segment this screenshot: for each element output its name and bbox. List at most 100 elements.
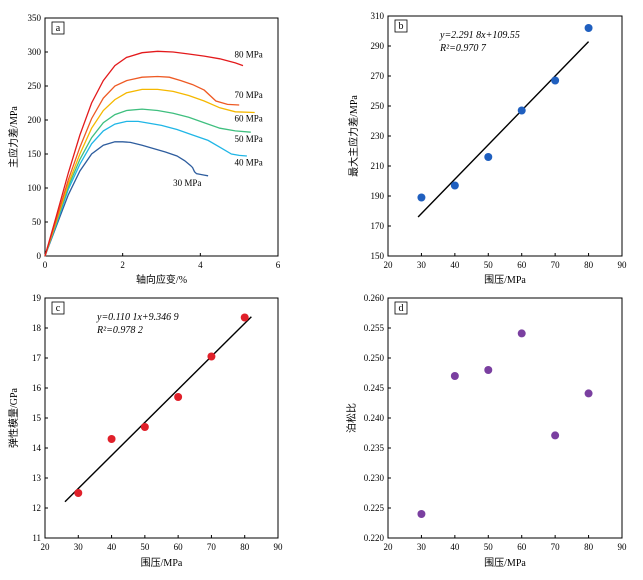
fit-line xyxy=(64,316,252,503)
y-tick-label: 250 xyxy=(28,81,42,91)
y-tick-label: 150 xyxy=(28,149,42,159)
data-point xyxy=(417,193,426,202)
data-point xyxy=(450,372,459,380)
data-point xyxy=(584,389,593,398)
series-label: 40 MPa xyxy=(235,158,263,168)
panel-tag-box xyxy=(51,301,65,315)
y-tick-label: 0 xyxy=(37,251,42,261)
plot-frame xyxy=(44,297,279,539)
y-tick-label: 230 xyxy=(371,131,385,141)
y-axis-title: 弹性模量/GPa xyxy=(7,387,20,448)
series-label: 70 MPa xyxy=(235,90,263,100)
panel-tag-box xyxy=(51,21,65,35)
y-tick-label: 0.260 xyxy=(364,293,385,303)
x-tick-label: 30 xyxy=(417,260,427,270)
y-tick-label: 11 xyxy=(32,533,41,543)
x-tick-label: 50 xyxy=(140,542,150,552)
series-label: 50 MPa xyxy=(235,134,263,144)
data-point xyxy=(450,181,459,190)
x-tick-label: 70 xyxy=(207,542,217,552)
y-tick-label: 190 xyxy=(371,191,385,201)
panel-b-max-deviatoric-stress: 20 30 40 50 60 70 80 90 150 170 190 210 230 250 270 290… xyxy=(347,11,627,286)
x-tick-label: 70 xyxy=(551,542,561,552)
y-tick-label: 270 xyxy=(371,71,385,81)
y-tick-label: 250 xyxy=(371,101,385,111)
data-point xyxy=(584,24,593,32)
x-tick-label: 0 xyxy=(43,260,48,270)
series-line xyxy=(44,50,244,257)
y-tick-label: 13 xyxy=(32,473,42,483)
y-axis-title: 泊松比 xyxy=(345,403,358,433)
panel-a-stress-strain: 0 2 4 6 0 50 100 150 200 250 300 350 轴向应变/% 主应力差/MPa a… xyxy=(7,13,281,286)
x-tick-label: 90 xyxy=(618,260,628,270)
x-tick-label: 40 xyxy=(450,542,460,552)
y-tick-label: 300 xyxy=(28,47,42,57)
x-axis-title: 围压/MPa xyxy=(484,274,526,286)
y-tick-label: 0.240 xyxy=(364,413,385,423)
x-tick-label: 30 xyxy=(74,542,84,552)
panel-c-elastic-modulus: 20 30 40 50 60 70 80 90 11 12 13 14 15 16 17 18 19 围压/MPa… xyxy=(7,293,283,569)
y-tick-label: 19 xyxy=(32,293,42,303)
y-tick-label: 0.255 xyxy=(364,323,385,333)
plot-frame xyxy=(387,15,623,257)
series-line xyxy=(44,108,251,257)
x-tick-label: 60 xyxy=(174,542,184,552)
data-point xyxy=(484,153,493,161)
y-tick-label: 12 xyxy=(32,503,41,513)
x-axis-title: 轴向应变/% xyxy=(136,273,187,286)
y-tick-label: 210 xyxy=(371,161,385,171)
x-tick-label: 50 xyxy=(484,542,494,552)
y-tick-label: 17 xyxy=(32,353,42,363)
y-tick-label: 310 xyxy=(371,11,385,21)
x-tick-label: 60 xyxy=(517,260,527,270)
panel-tag-box xyxy=(394,19,408,33)
data-point xyxy=(551,431,560,440)
series-line xyxy=(44,120,247,257)
fit-r-squared: R²=0.978 2 xyxy=(96,325,143,336)
series-line xyxy=(44,141,209,257)
y-tick-label: 150 xyxy=(371,251,385,261)
panel-tag-label: c xyxy=(56,303,61,314)
data-point xyxy=(240,313,249,322)
x-tick-label: 70 xyxy=(551,260,561,270)
data-point xyxy=(517,329,526,338)
x-tick-label: 80 xyxy=(584,260,594,270)
x-tick-label: 2 xyxy=(120,260,125,270)
y-tick-label: 200 xyxy=(28,115,42,125)
y-axis-title: 最大主应力差/MPa xyxy=(347,95,360,177)
fit-line xyxy=(417,41,590,218)
x-tick-label: 80 xyxy=(240,542,250,552)
x-tick-label: 80 xyxy=(584,542,594,552)
series-label: 80 MPa xyxy=(235,49,263,59)
fit-r-squared: R²=0.970 7 xyxy=(439,43,487,54)
y-tick-label: 0.250 xyxy=(364,353,385,363)
data-point xyxy=(517,106,526,115)
y-tick-label: 14 xyxy=(32,443,42,453)
x-tick-label: 20 xyxy=(384,260,394,270)
series-label: 30 MPa xyxy=(173,178,201,188)
series-line xyxy=(44,88,255,257)
y-tick-label: 170 xyxy=(371,221,385,231)
x-tick-label: 6 xyxy=(276,260,281,270)
data-point xyxy=(484,366,493,374)
panel-tag-label: b xyxy=(399,21,404,32)
plot-frame xyxy=(387,297,623,539)
x-axis-title: 围压/MPa xyxy=(141,557,183,569)
y-tick-label: 0.235 xyxy=(364,443,385,453)
y-tick-label: 100 xyxy=(28,183,42,193)
series-label: 60 MPa xyxy=(235,113,263,123)
data-point xyxy=(74,489,83,497)
plot-frame xyxy=(44,17,279,257)
x-axis-title: 围压/MPa xyxy=(484,557,526,569)
data-point xyxy=(140,423,149,431)
panel-d-poisson-ratio: 20 30 40 50 60 70 80 90 0.220 0.225 0.230 0.235 0.24… xyxy=(345,293,627,569)
y-tick-label: 0.245 xyxy=(364,383,385,393)
y-tick-label: 16 xyxy=(32,383,42,393)
panel-tag-box xyxy=(394,301,408,315)
y-axis-title: 主应力差/MPa xyxy=(7,106,20,168)
x-tick-label: 20 xyxy=(384,542,394,552)
series-line xyxy=(44,75,240,257)
y-tick-label: 0.220 xyxy=(364,533,385,543)
data-point xyxy=(174,393,183,401)
